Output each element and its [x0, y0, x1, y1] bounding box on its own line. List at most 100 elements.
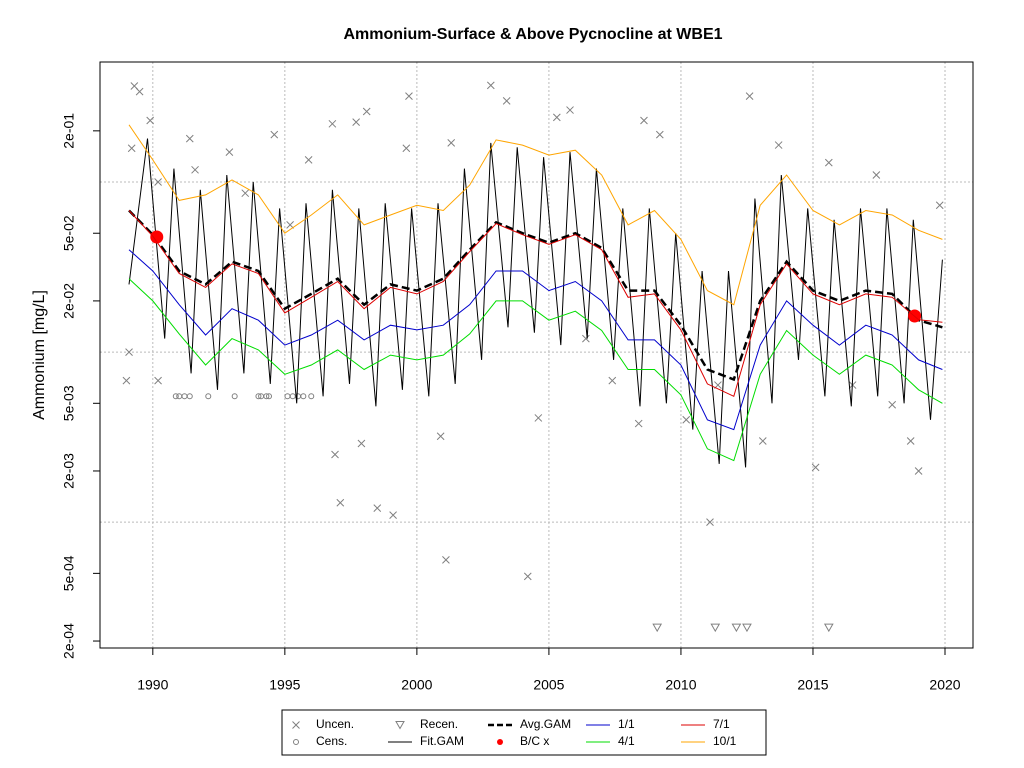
x-tick-label: 1995: [269, 677, 300, 693]
legend-label: Fit.GAM: [420, 734, 464, 748]
series-line: [128, 210, 943, 398]
y-tick-label: 2e-01: [61, 113, 77, 149]
point-dot: [497, 739, 503, 745]
y-tick-label: 5e-03: [61, 385, 77, 421]
point-triangle: [823, 623, 834, 633]
point-x: [640, 116, 648, 125]
point-x: [914, 467, 923, 475]
point-x: [402, 144, 411, 153]
point-x: [486, 81, 495, 90]
point-x: [270, 130, 279, 139]
chart-title: Ammonium-Surface & Above Pycnocline at W…: [343, 26, 722, 43]
point-x: [331, 450, 339, 459]
point-x: [241, 189, 250, 198]
point-triangle: [710, 623, 721, 633]
point-x: [154, 376, 162, 385]
y-tick-label: 5e-02: [61, 215, 77, 251]
point-x: [292, 721, 300, 729]
x-tick-label: 1990: [137, 677, 168, 693]
point-x: [125, 348, 133, 356]
point-circle: [300, 393, 307, 400]
series-line: [128, 124, 943, 306]
point-x: [774, 141, 783, 149]
point-circle: [205, 393, 212, 400]
point-x: [811, 463, 820, 472]
point-triangle: [742, 623, 752, 633]
y-tick-label: 5e-04: [61, 555, 77, 591]
x-tick-label: 2015: [797, 677, 828, 693]
point-x: [352, 118, 360, 127]
point-x: [634, 419, 643, 428]
point-triangle: [395, 721, 405, 730]
series-line: [128, 278, 943, 462]
point-circle: [293, 739, 299, 745]
point-circle: [172, 393, 179, 400]
point-x: [745, 92, 754, 100]
legend-label: Uncen.: [316, 717, 354, 731]
x-tick-label: 2005: [533, 677, 564, 693]
point-x: [442, 556, 450, 564]
point-x: [906, 437, 915, 445]
point-triangle: [652, 623, 663, 633]
point-circle: [186, 393, 193, 400]
point-x: [127, 144, 136, 153]
point-x: [534, 414, 543, 422]
point-x: [436, 432, 445, 441]
point-dot: [150, 230, 164, 244]
point-circle: [231, 393, 238, 400]
point-x: [373, 504, 382, 512]
point-x: [706, 518, 714, 527]
plot-frame: [99, 61, 974, 649]
point-circle: [255, 393, 262, 400]
point-x: [758, 437, 767, 445]
y-axis-label: Ammonium [mg/L]: [31, 290, 48, 420]
y-tick-label: 2e-04: [61, 623, 77, 659]
point-x: [447, 138, 456, 147]
point-circle: [284, 393, 291, 400]
point-circle: [176, 393, 183, 400]
point-x: [154, 178, 162, 186]
point-circle: [266, 393, 273, 400]
point-x: [146, 116, 155, 125]
point-x: [523, 572, 532, 581]
point-x: [582, 334, 590, 343]
point-x: [185, 134, 194, 143]
x-tick-label: 2010: [665, 677, 696, 693]
point-x: [389, 511, 397, 519]
point-x: [608, 376, 617, 385]
point-x: [552, 113, 561, 122]
legend-label: 7/1: [713, 717, 730, 731]
point-circle: [289, 393, 296, 400]
legend-label: Cens.: [316, 734, 347, 748]
point-x: [655, 130, 664, 139]
legend-label: Avg.GAM: [520, 717, 571, 731]
point-x: [336, 498, 345, 507]
point-x: [566, 106, 574, 114]
point-x: [122, 376, 131, 385]
point-circle: [263, 393, 270, 400]
point-x: [682, 415, 691, 424]
point-x: [286, 221, 294, 229]
legend-label: 10/1: [713, 734, 737, 748]
point-x: [362, 107, 371, 116]
y-tick-label: 2e-02: [61, 283, 77, 319]
point-x: [405, 92, 413, 100]
point-x: [824, 158, 833, 167]
legend-box: [281, 709, 767, 756]
point-x: [872, 171, 881, 179]
series-line: [128, 138, 943, 468]
legend-label: 1/1: [618, 717, 635, 731]
point-circle: [308, 393, 315, 400]
point-x: [304, 156, 313, 164]
legend-label: Recen.: [420, 717, 458, 731]
point-x: [225, 148, 234, 156]
point-x: [888, 400, 897, 409]
point-x: [502, 97, 511, 105]
x-tick-label: 2000: [401, 677, 432, 693]
point-x: [191, 165, 199, 174]
series-line: [128, 249, 943, 431]
point-circle: [181, 393, 188, 400]
legend-label: 4/1: [618, 734, 635, 748]
